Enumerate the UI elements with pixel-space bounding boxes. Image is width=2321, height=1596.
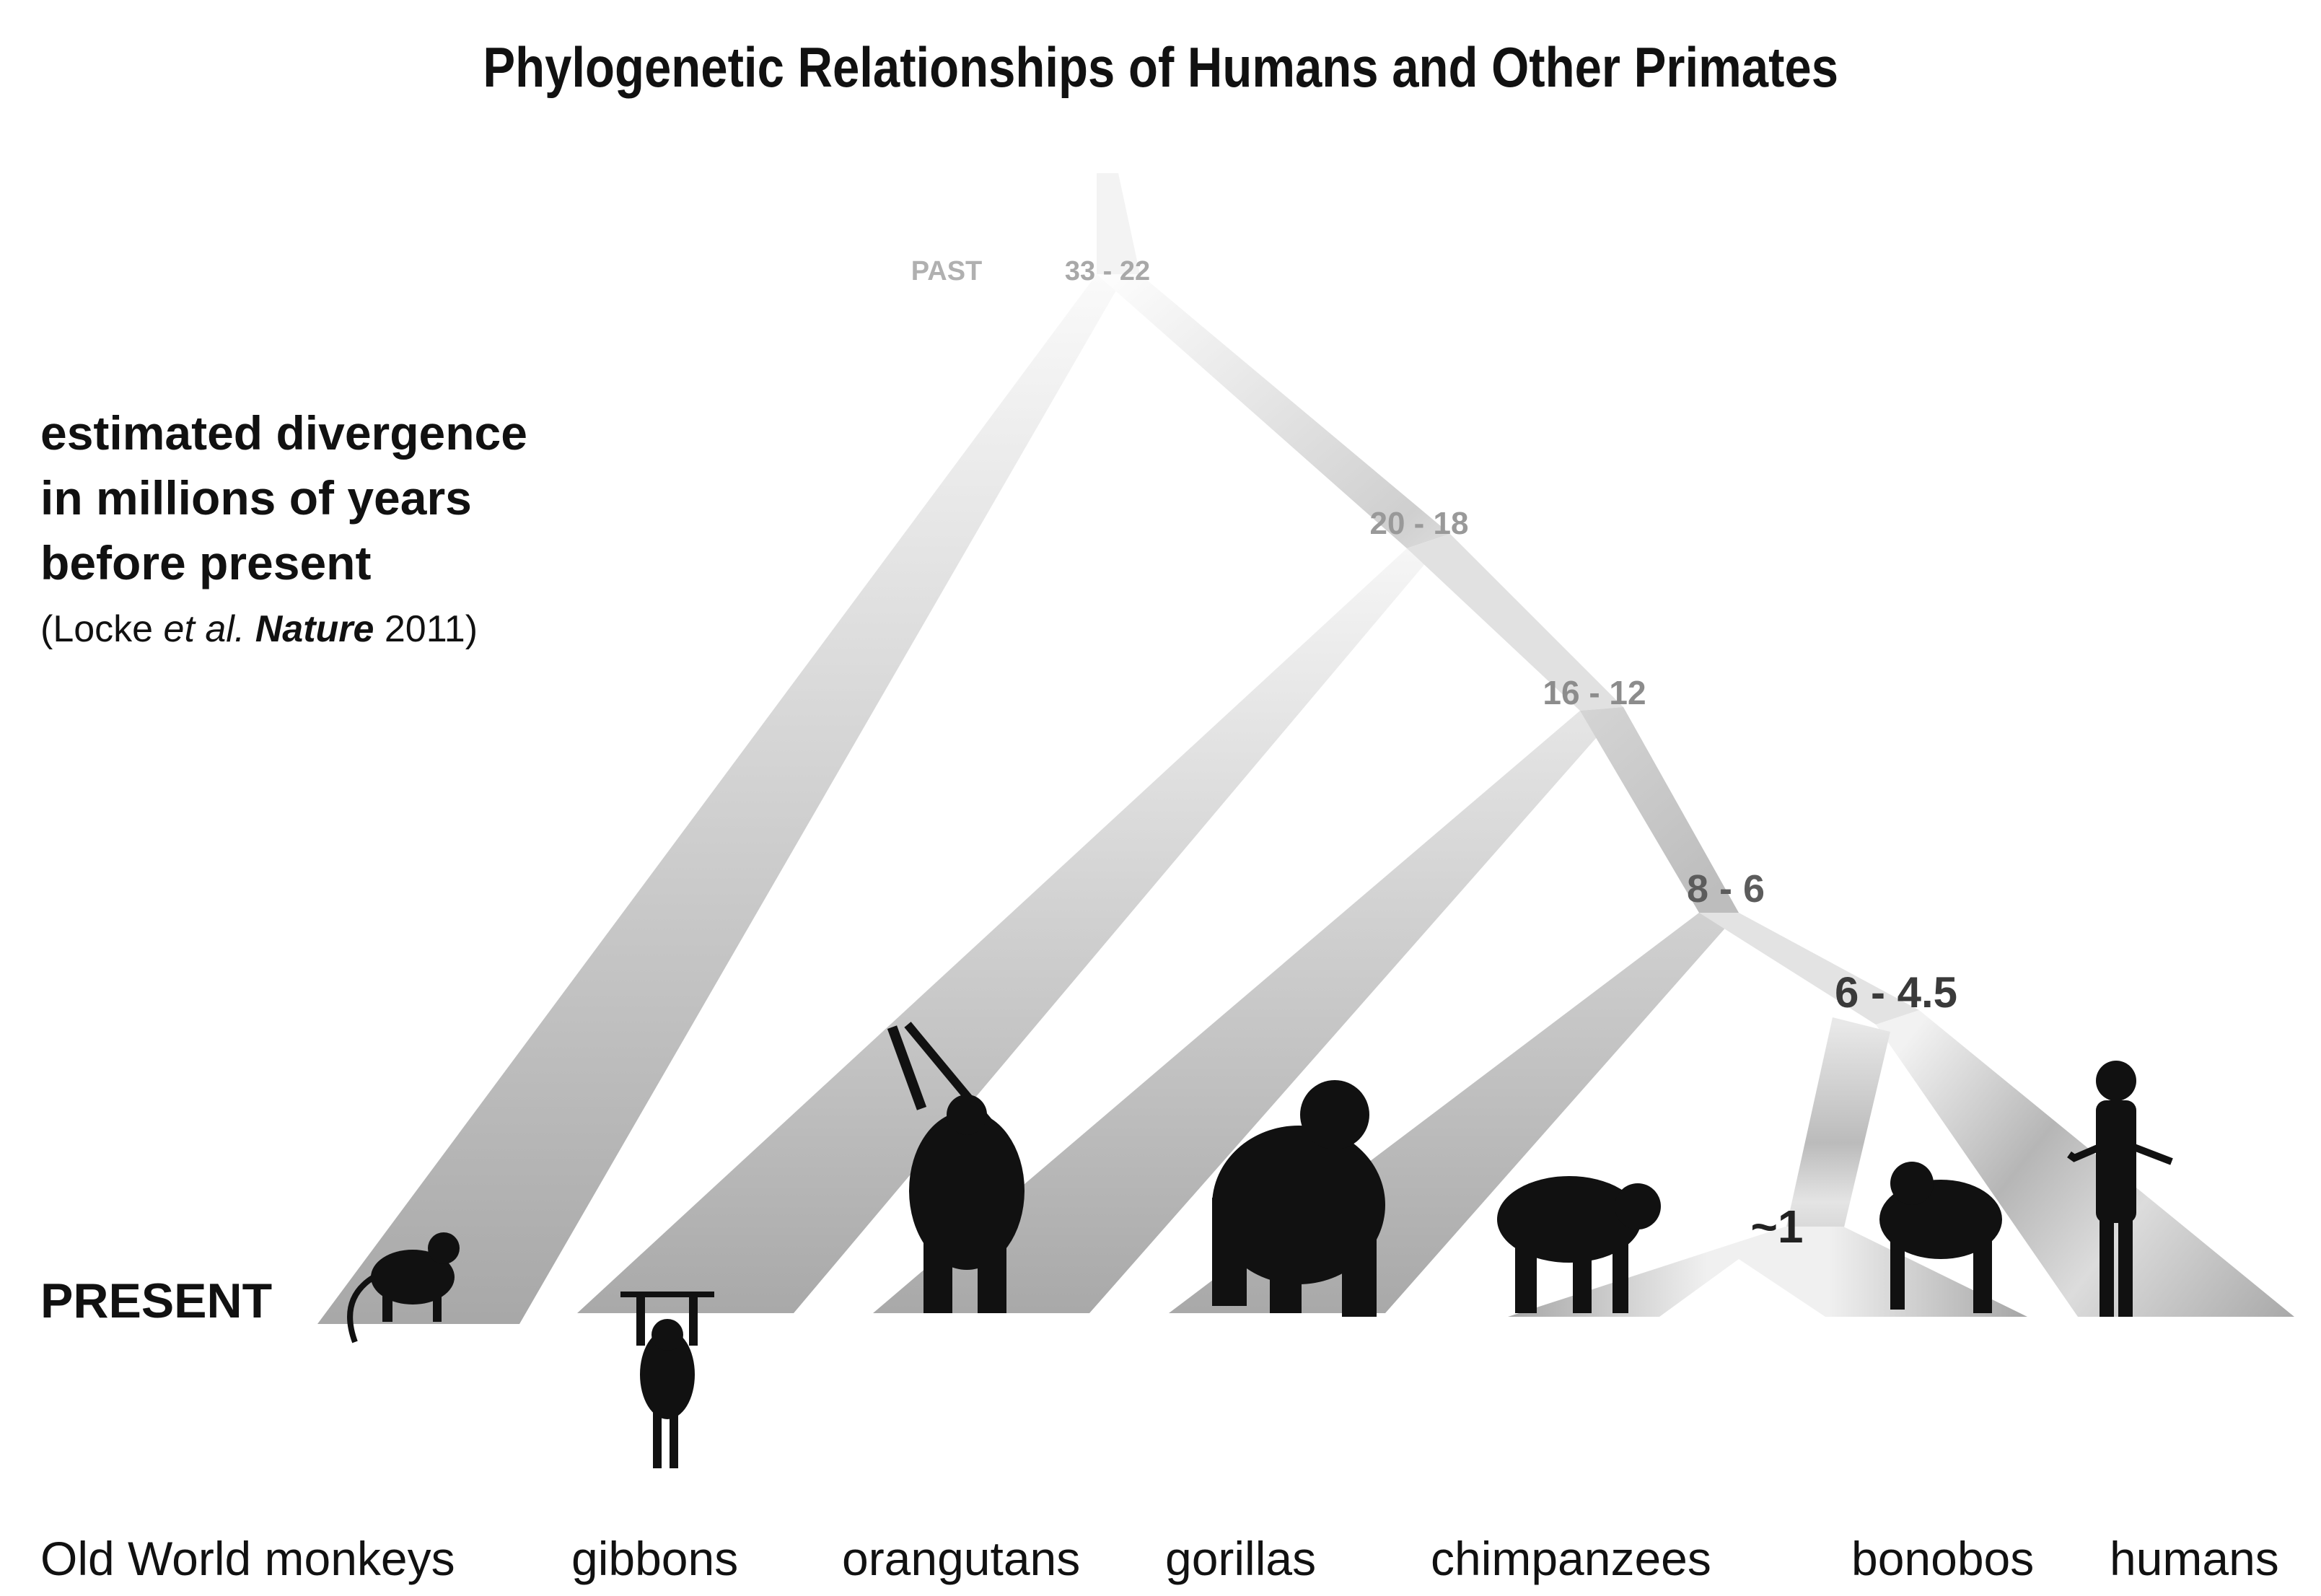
taxon-label-orangutans: orangutans	[842, 1532, 1081, 1585]
past-label: PAST	[911, 256, 983, 286]
axis-note-line1: estimated divergence	[40, 406, 527, 460]
node-label-16-12: 16 - 12	[1543, 674, 1646, 711]
branch-old-world-monkeys	[317, 274, 1126, 1324]
node-label-20-18: 20 - 18	[1370, 506, 1469, 541]
taxon-label-gibbons: gibbons	[571, 1532, 739, 1585]
gibbon-silhouette-icon	[620, 1292, 714, 1468]
monkey-silhouette-icon	[347, 1232, 460, 1343]
node-label-33-22: 33 - 22	[1065, 256, 1150, 286]
chimpanzee-silhouette-icon	[1497, 1176, 1661, 1313]
taxon-label-humans: humans	[2110, 1532, 2279, 1585]
taxon-label-bonobos: bonobos	[1851, 1532, 2035, 1585]
branch-gibbons	[577, 534, 1450, 1313]
axis-note-line3: before present	[40, 536, 372, 589]
present-label: PRESENT	[40, 1273, 273, 1328]
bonobo-silhouette-icon	[1879, 1162, 2002, 1313]
taxon-label-old-world-monkeys: Old World monkeys	[40, 1532, 455, 1585]
taxon-label-chimpanzees: chimpanzees	[1431, 1532, 1711, 1585]
gorilla-silhouette-icon	[1212, 1080, 1385, 1317]
human-silhouette-icon	[2067, 1061, 2173, 1317]
diagram-title: Phylogenetic Relationships of Humans and…	[483, 35, 1839, 99]
node-label-1: ~1	[1751, 1201, 1804, 1253]
branch-hominini-stem	[1699, 913, 1919, 1025]
taxon-label-gorillas: gorillas	[1165, 1532, 1317, 1585]
citation-journal: Nature	[255, 608, 374, 650]
axis-note-line2: in millions of years	[40, 471, 472, 525]
branch-humans	[1876, 1010, 2294, 1317]
branch-pan-stem	[1786, 1017, 1890, 1230]
branch-hominine-stem	[1580, 707, 1739, 913]
citation: (Locke et al. Nature 2011)	[40, 608, 478, 651]
citation-etal: et al.	[163, 608, 245, 650]
branch-orangutans	[873, 707, 1623, 1313]
citation-year: 2011)	[374, 608, 478, 650]
branch-stem-catarrhini	[1097, 173, 1140, 274]
branch-hominid-stem	[1407, 534, 1623, 711]
orangutan-silhouette-icon	[887, 1022, 1025, 1313]
node-label-8-6: 8 - 6	[1687, 867, 1765, 911]
node-label-6-4.5: 6 - 4.5	[1835, 968, 1957, 1017]
branch-hominoid-stem	[1097, 274, 1450, 548]
citation-open: (Locke	[40, 608, 164, 650]
